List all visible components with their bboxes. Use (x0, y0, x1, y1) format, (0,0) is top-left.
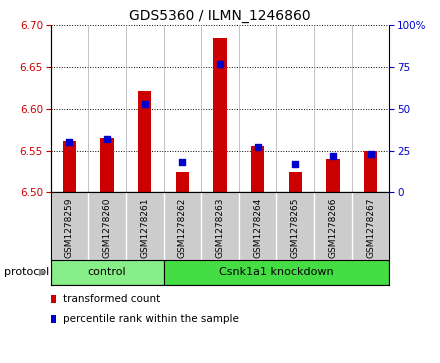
Bar (100, 138, 114, 192)
Text: ▶: ▶ (39, 267, 46, 277)
Bar (213, 38, 227, 192)
Point (292, 161, 299, 167)
Point (66, 139, 73, 145)
Bar (164, 260, 389, 285)
Bar (176, 172, 189, 192)
Bar (289, 172, 302, 192)
Text: GSM1278263: GSM1278263 (216, 198, 224, 258)
Point (254, 144, 261, 150)
Point (179, 159, 186, 165)
Bar (63, 140, 76, 192)
Bar (364, 151, 377, 192)
Text: GSM1278261: GSM1278261 (140, 198, 149, 258)
Text: GSM1278264: GSM1278264 (253, 198, 262, 258)
Bar (51, 260, 164, 285)
Bar (326, 159, 340, 192)
Bar (138, 90, 151, 192)
Text: GSM1278266: GSM1278266 (328, 198, 337, 258)
Text: GSM1278259: GSM1278259 (65, 198, 74, 258)
Text: control: control (88, 267, 126, 277)
Text: GSM1278262: GSM1278262 (178, 198, 187, 258)
Text: transformed count: transformed count (63, 294, 160, 305)
Text: GSM1278260: GSM1278260 (103, 198, 112, 258)
Text: percentile rank within the sample: percentile rank within the sample (63, 314, 239, 325)
Text: GDS5360 / ILMN_1246860: GDS5360 / ILMN_1246860 (129, 9, 311, 23)
Point (367, 151, 374, 157)
Bar (251, 147, 264, 192)
Text: protocol: protocol (4, 267, 50, 277)
Text: Csnk1a1 knockdown: Csnk1a1 knockdown (219, 267, 334, 277)
Text: GSM1278265: GSM1278265 (291, 198, 300, 258)
Point (103, 136, 110, 142)
Point (216, 61, 224, 67)
Point (141, 101, 148, 107)
Text: GSM1278267: GSM1278267 (366, 198, 375, 258)
Point (330, 153, 337, 159)
